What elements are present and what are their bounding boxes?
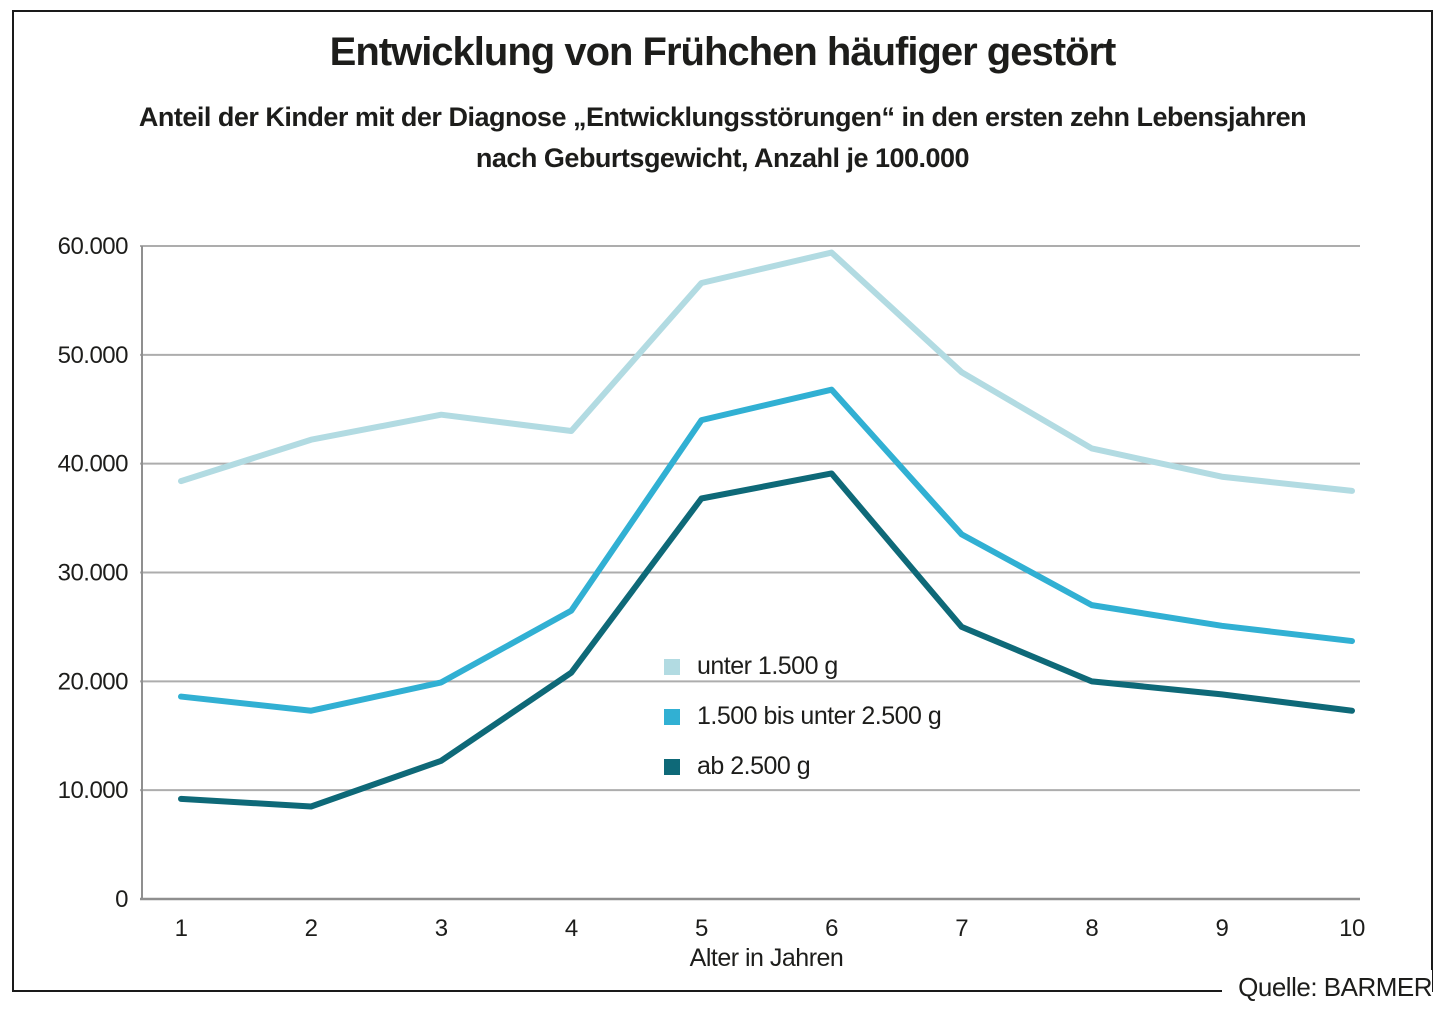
x-tick-label: 4 [565, 915, 578, 942]
legend-label: ab 2.500 g [697, 752, 811, 780]
series-line [178, 249, 1355, 494]
chart-subtitle-line-2: nach Geburtsgewicht, Anzahl je 100.000 [475, 143, 970, 173]
chart-frame [12, 10, 1433, 992]
x-tick-label: 1 [175, 915, 188, 942]
legend-item: ab 2.500 g [664, 752, 941, 781]
legend-item: 1.500 bis unter 2.500 g [664, 702, 942, 731]
x-tick-label: 7 [955, 915, 968, 942]
legend-label: unter 1.500 g [697, 652, 838, 680]
series-line [178, 470, 1355, 810]
x-tick-label: 8 [1085, 915, 1098, 942]
y-tick-label: 10.000 [58, 777, 129, 804]
series-line [178, 386, 1355, 714]
x-axis-title: Alter in Jahren [690, 944, 844, 972]
source-label: Quelle: BARMER [1222, 970, 1432, 1005]
chart-subtitle: Anteil der Kinder mit der Diagnose „Entw… [0, 97, 1445, 179]
y-tick-label: 30.000 [58, 560, 129, 587]
legend-swatch-icon [664, 758, 680, 775]
x-tick-label: 3 [435, 915, 448, 942]
y-tick-label: 0 [115, 886, 128, 913]
x-tick-label: 2 [305, 915, 318, 942]
y-tick-label: 50.000 [58, 342, 129, 369]
chart-title: Entwicklung von Frühchen häufiger gestör… [329, 30, 1117, 74]
legend-swatch-icon [664, 658, 680, 675]
legend: unter 1.500 g 1.500 bis unter 2.500 g ab 2… [664, 652, 942, 802]
y-tick-label: 20.000 [58, 668, 129, 695]
legend-swatch-icon [664, 708, 680, 725]
x-tick-label: 5 [695, 915, 708, 942]
x-tick-label: 6 [825, 915, 838, 942]
y-tick-label: 40.000 [58, 451, 129, 478]
legend-item: unter 1.500 g [664, 652, 941, 681]
x-tick-label: 10 [1339, 915, 1365, 942]
chart-subtitle-line-1: Anteil der Kinder mit der Diagnose „Entw… [138, 102, 1307, 132]
legend-label: 1.500 bis unter 2.500 g [697, 702, 942, 730]
y-tick-label: 60.000 [58, 233, 129, 260]
x-tick-label: 9 [1215, 915, 1228, 942]
